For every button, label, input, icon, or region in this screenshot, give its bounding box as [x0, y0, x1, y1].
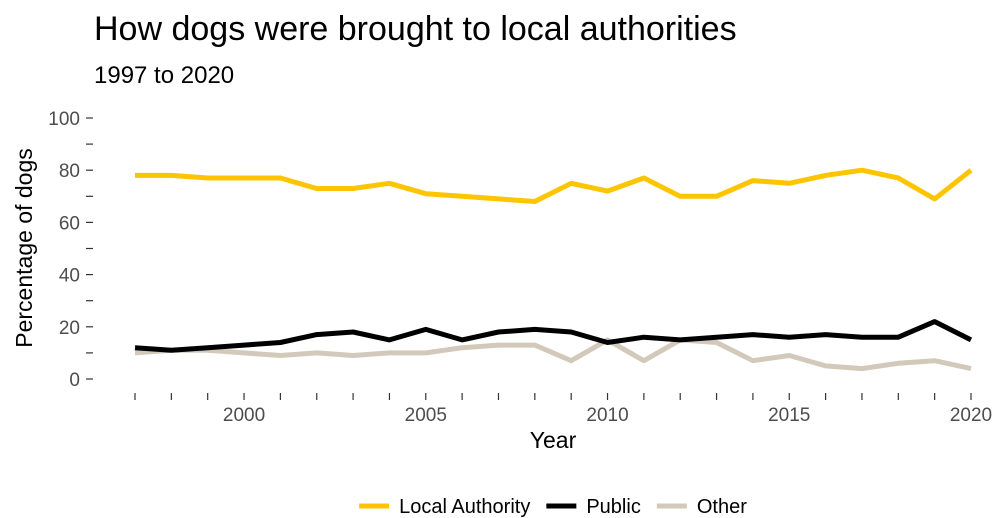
x-axis-title: Year	[530, 427, 577, 453]
legend-label-public: Public	[586, 496, 640, 518]
y-tick-label: 100	[48, 109, 80, 130]
x-axis: 2000 2005 2010 2015 2020	[134, 393, 992, 426]
x-tick-label: 2015	[768, 405, 810, 426]
chart-title: How dogs were brought to local authoriti…	[94, 10, 737, 48]
x-tick-label: 2010	[586, 405, 628, 426]
y-tick-label: 60	[59, 213, 80, 234]
y-tick-label: 80	[59, 161, 80, 182]
x-tick-label: 2000	[223, 405, 265, 426]
series-line-local-authority	[135, 167, 973, 204]
y-tick-label: 20	[59, 318, 80, 339]
y-axis-title: Percentage of dogs	[11, 148, 37, 347]
series-line-public	[134, 319, 973, 353]
y-tick-label: 0	[69, 370, 80, 391]
x-tick-label: 2020	[950, 405, 992, 426]
legend: Local Authority Public Other	[359, 496, 747, 518]
chart-subtitle: 1997 to 2020	[94, 62, 235, 89]
series-layer	[134, 167, 973, 372]
legend-label-local-authority: Local Authority	[399, 496, 530, 518]
legend-label-other: Other	[697, 496, 747, 518]
y-tick-label: 40	[59, 266, 80, 287]
x-tick-label: 2005	[405, 405, 447, 426]
y-axis: 0 20 40 60 80 100	[48, 109, 93, 391]
series-line-other	[134, 337, 972, 372]
